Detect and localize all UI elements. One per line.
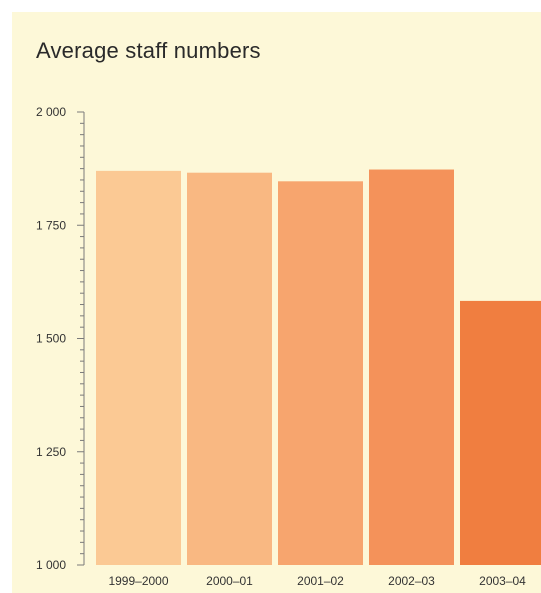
x-tick-label: 2000–01 xyxy=(206,574,253,588)
x-tick-label: 2002–03 xyxy=(388,574,435,588)
bar xyxy=(278,181,363,565)
y-tick-label: 1 500 xyxy=(36,332,66,346)
bar xyxy=(460,300,541,565)
bar xyxy=(187,172,272,565)
y-tick-label: 2 000 xyxy=(36,105,66,119)
bars xyxy=(96,169,541,565)
x-tick-label: 2003–04 xyxy=(479,574,526,588)
x-axis-labels: 1999–2000 2000–01 2001–02 2002–03 2003–04 xyxy=(108,574,526,588)
x-tick-label: 2001–02 xyxy=(297,574,344,588)
chart-title: Average staff numbers xyxy=(36,38,261,63)
y-tick-label: 1 250 xyxy=(36,445,66,459)
y-axis: 1 000 1 250 1 500 1 750 2 000 xyxy=(36,105,85,572)
y-tick-label: 1 000 xyxy=(36,558,66,572)
bar xyxy=(369,169,454,565)
y-tick-label: 1 750 xyxy=(36,218,66,232)
bar xyxy=(96,170,181,565)
x-tick-label: 1999–2000 xyxy=(108,574,168,588)
